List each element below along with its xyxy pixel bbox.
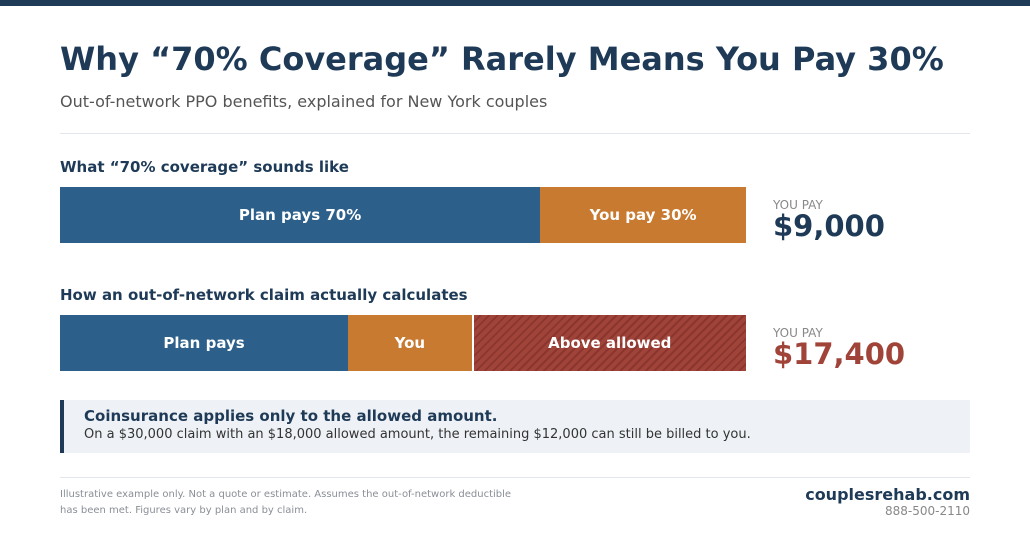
segment-label: Plan pays 70% bbox=[238, 206, 362, 224]
top-band bbox=[0, 0, 1030, 6]
segment-label: Above allowed bbox=[548, 334, 672, 352]
divider bbox=[60, 133, 970, 134]
bar-heading: How an out-of-network claim actually cal… bbox=[60, 286, 468, 304]
bar-segment: You pay 30% bbox=[540, 187, 746, 243]
bar-segment: Plan pays 70% bbox=[60, 187, 541, 243]
bar-heading: What “70% coverage” sounds like bbox=[60, 158, 349, 176]
note-text: On a $30,000 claim with an $18,000 allow… bbox=[84, 427, 751, 442]
subtitle: Out-of-network PPO benefits, explained f… bbox=[60, 92, 548, 111]
disclaimer: Illustrative example only. Not a quote o… bbox=[60, 489, 512, 516]
brand: couplesrehab.com bbox=[805, 485, 970, 504]
segment-label: Plan pays bbox=[163, 334, 245, 352]
bar-segment: Plan pays bbox=[60, 315, 349, 371]
you-pay-total: $9,000 bbox=[773, 209, 885, 243]
bar-segment: Above allowed bbox=[471, 315, 746, 371]
you-pay-label: YOU PAY bbox=[773, 198, 823, 212]
title: Why “70% Coverage” Rarely Means You Pay … bbox=[60, 40, 944, 78]
phone: 888-500-2110 bbox=[884, 504, 970, 518]
segment-label: You pay 30% bbox=[589, 206, 697, 224]
note-title: Coinsurance applies only to the allowed … bbox=[84, 407, 498, 425]
note-box: Coinsurance applies only to the allowed … bbox=[60, 400, 970, 453]
stacked-bar: Plan pays You Above allowed bbox=[60, 315, 746, 371]
you-pay-total: $17,400 bbox=[773, 337, 906, 371]
bar-segment: You bbox=[348, 315, 472, 371]
stacked-bar: Plan pays 70% You pay 30% bbox=[60, 187, 746, 243]
divider bbox=[60, 477, 970, 478]
segment-label: You bbox=[394, 334, 426, 352]
you-pay-label: YOU PAY bbox=[773, 326, 823, 340]
